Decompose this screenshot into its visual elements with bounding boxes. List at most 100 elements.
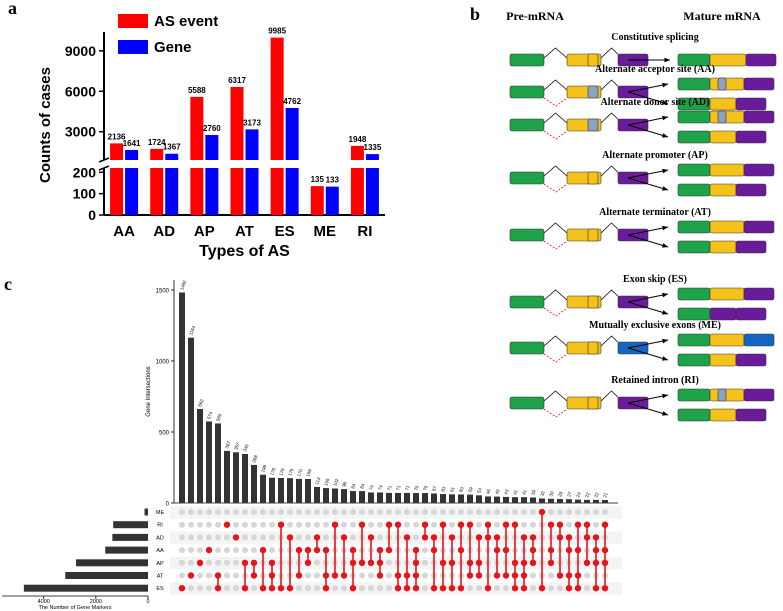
empty-dot [215, 559, 221, 566]
member-dot [295, 572, 303, 579]
exon [677, 110, 711, 124]
bar [365, 154, 379, 215]
intersection-bar [422, 493, 428, 503]
empty-dot [224, 559, 230, 566]
empty-dot [305, 572, 311, 579]
intersection-bar [557, 499, 563, 503]
value-label: 71 [404, 484, 411, 491]
member-dot [466, 559, 474, 566]
value-label: 39 [530, 489, 537, 496]
arrow [627, 293, 669, 303]
member-dot [565, 534, 573, 541]
exon [509, 341, 545, 355]
empty-dot [350, 509, 356, 515]
empty-dot [368, 509, 374, 515]
value-label: 170 [296, 468, 303, 477]
empty-dot [314, 572, 320, 579]
bar [285, 107, 299, 215]
event-title: Retained intron (RI) [611, 375, 699, 386]
event-title: Exon skip (ES) [623, 274, 687, 285]
bar [110, 143, 124, 215]
member-dot [295, 546, 303, 554]
exon [509, 53, 545, 67]
y-tick-label: 6000 [65, 83, 96, 99]
empty-dot [296, 521, 302, 528]
empty-dot [206, 585, 212, 592]
splice-path [543, 307, 568, 317]
empty-dot [251, 585, 257, 592]
empty-dot [224, 585, 230, 592]
axis-break [98, 157, 110, 163]
member-dot [412, 585, 420, 592]
bar [165, 153, 179, 215]
empty-dot [503, 585, 509, 592]
arrow-head [662, 100, 668, 105]
splice-path [543, 408, 568, 418]
intron [543, 390, 568, 402]
exon [677, 353, 711, 367]
intersection-bar [431, 493, 437, 503]
value-label: 60 [458, 486, 465, 493]
member-dot [565, 546, 573, 554]
splice-path [543, 240, 568, 250]
intersection-bar [233, 452, 239, 503]
member-dot [601, 546, 609, 554]
exon [709, 353, 737, 367]
arrow-head [662, 310, 668, 315]
member-dot [385, 521, 393, 528]
empty-dot [359, 572, 365, 579]
empty-dot [188, 585, 194, 592]
set-label: AD [156, 535, 164, 541]
member-dot [331, 572, 339, 579]
exon [743, 220, 775, 234]
value-label: 2136 [108, 132, 126, 141]
member-dot [520, 585, 528, 592]
member-dot [484, 534, 492, 541]
empty-dot [251, 521, 257, 528]
empty-dot [341, 585, 347, 592]
member-dot [529, 559, 537, 566]
member-dot [367, 559, 375, 566]
legend-swatch [118, 14, 148, 28]
empty-dot [422, 559, 428, 566]
exon [509, 228, 545, 242]
empty-dot [242, 509, 248, 515]
x-tick-label: RI [357, 223, 372, 240]
intron [543, 222, 568, 234]
mature-label: Mature mRNA [683, 9, 761, 23]
member-dot [340, 534, 348, 541]
empty-dot [260, 509, 266, 515]
value-label: 135 [311, 175, 325, 184]
arrow-head [662, 225, 668, 231]
empty-dot [278, 509, 284, 515]
intersection-bar [188, 337, 194, 503]
member-dot [196, 559, 204, 566]
member-dot [349, 585, 357, 592]
empty-dot [413, 521, 419, 528]
member-dot [277, 585, 285, 592]
pre-label: Pre-mRNA [506, 9, 564, 23]
intersection-bar [530, 497, 536, 503]
member-dot [376, 559, 384, 566]
member-dot [412, 572, 420, 579]
exon [735, 408, 767, 422]
empty-dot [179, 572, 185, 579]
exon [709, 77, 745, 91]
bar [190, 96, 204, 215]
empty-dot [206, 559, 212, 566]
exon [709, 240, 737, 254]
value-label: 560 [215, 413, 222, 422]
exon [587, 228, 599, 242]
bar [325, 186, 339, 215]
empty-dot [494, 521, 500, 528]
y-tick-label: 0 [88, 207, 96, 223]
member-dot [601, 559, 609, 566]
event-title: Alternate promoter (AP) [602, 150, 708, 161]
member-dot [223, 521, 231, 528]
intron [543, 112, 568, 124]
empty-dot [476, 509, 482, 515]
empty-dot [323, 509, 329, 515]
member-dot [592, 546, 600, 554]
intersection-bar [296, 478, 302, 503]
intersection-bar [269, 477, 275, 503]
